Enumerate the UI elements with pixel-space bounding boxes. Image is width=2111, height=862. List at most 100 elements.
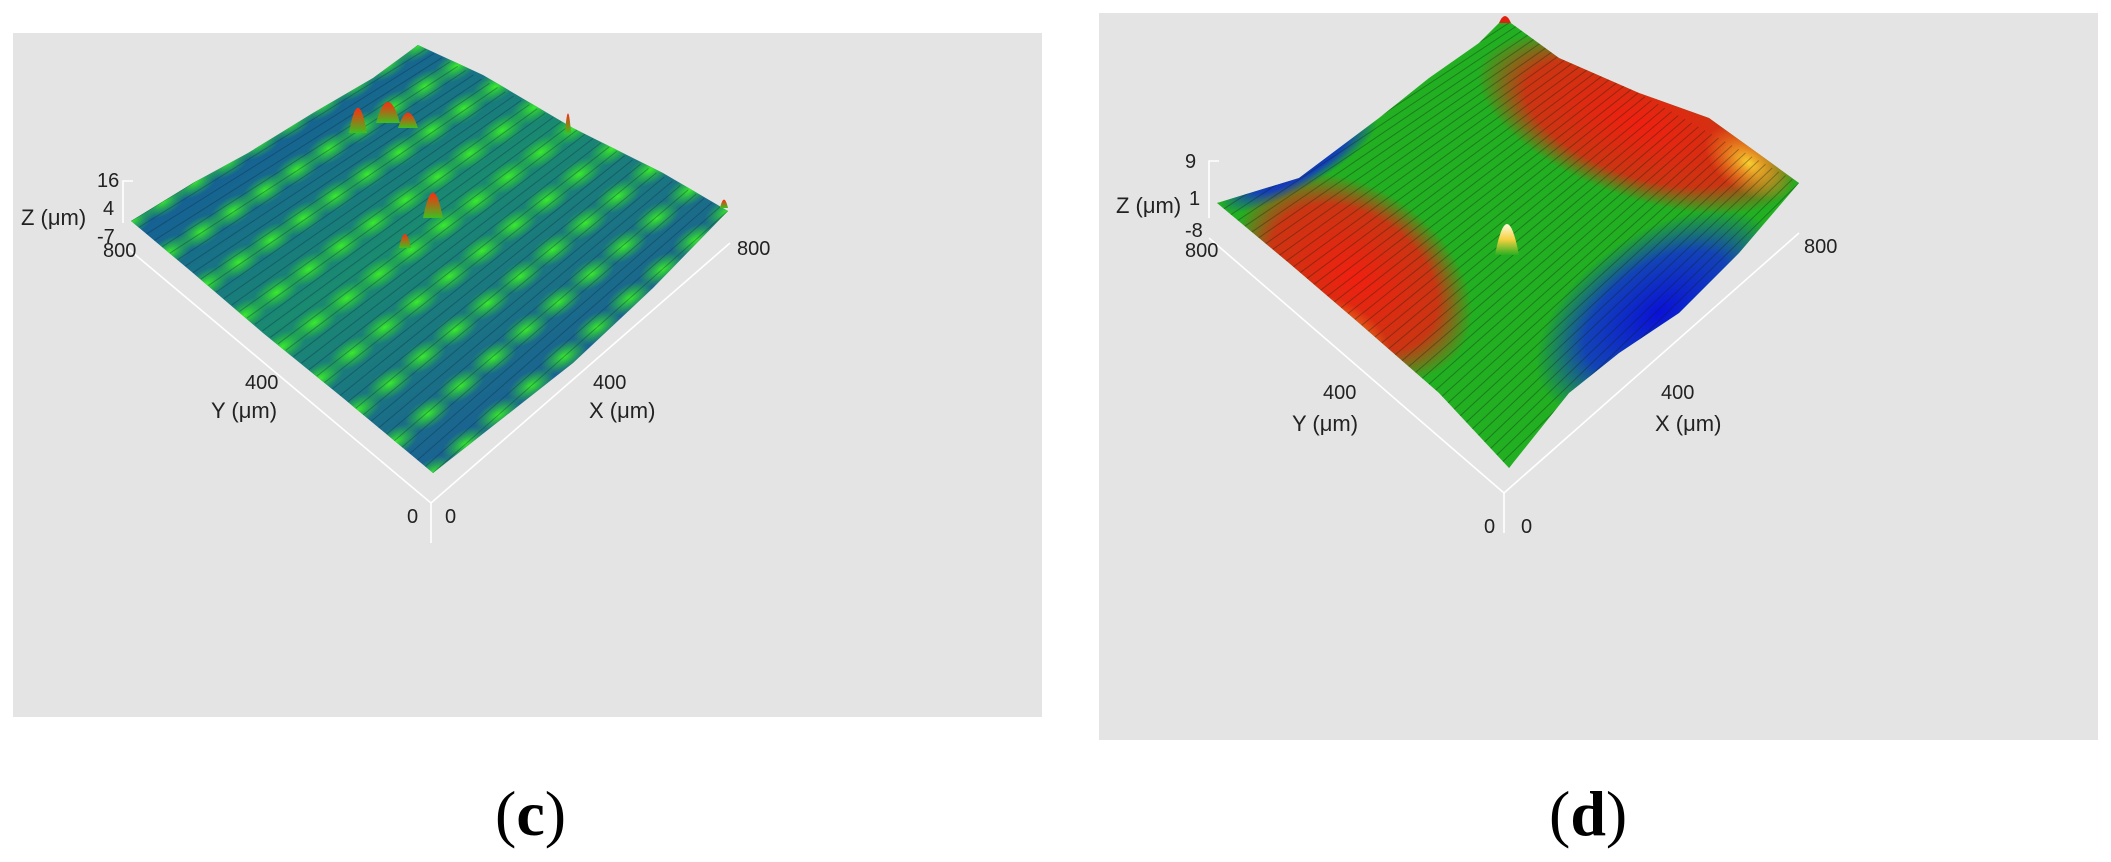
surface-ridge-line-d [1435,141,1726,403]
surface-ridge-line-c [270,121,562,338]
surface-ridge-line-c [324,151,618,383]
z-tick-label-top-d: 9 [1185,151,1196,173]
x-axis-line-d [1503,232,1800,494]
surface-ridge-line-c [331,155,626,390]
surface-ridge-line-c [262,116,554,332]
x-tick-label-min-c: 0 [445,506,456,528]
surface-ridge-line-c [362,172,657,416]
surface-ridge-line-d [1243,32,1532,228]
surface-spike-c [349,107,367,133]
z-tick-label-bottom-c: -7 [97,226,115,248]
surface-ridge-line-d [1415,130,1706,385]
surface-ridge-line-c [138,48,427,228]
surface-ridge-line-c [184,74,474,267]
surface-ridge-line-c [246,108,538,319]
y-tick-label-min-c: 0 [407,506,418,528]
surface-plot-d: 9 1 -8 800 400 0 0 400 800 Z (μm) Y (μm)… [1099,13,2098,740]
surface-ridge-line-d [1329,81,1619,306]
surface-ridge-line-d [1303,66,1592,282]
surface-ridge-line-c [417,202,713,461]
surface-ridge-line-d [1468,160,1760,433]
surface-ridge-line-d [1283,55,1572,264]
surface-bump-c [633,200,681,236]
surface-plot-c: 16 4 -7 800 400 0 0 400 800 Z (μm) Y (μm… [13,33,1042,717]
surface-bump-c [452,183,500,219]
y-tick-label-mid-c: 400 [245,372,278,394]
surface-ridge-line-c [285,129,578,351]
surface-bump-c [399,338,447,375]
surface-plot-c-canvas: 16 4 -7 800 400 0 0 400 800 Z (μm) Y (μm… [21,45,770,543]
y-tick-label-min-d: 0 [1484,516,1495,538]
y-tick-label-max-c: 800 [103,240,136,262]
surface-bump-c [394,45,442,63]
surface-ridge-line-c [308,142,602,370]
surface-ridge-line-c [386,185,681,435]
x-tick-label-mid-d: 400 [1661,382,1694,404]
x-tick-label-max-d: 800 [1804,236,1837,258]
surface-bump-c [594,178,642,214]
surface-ridge-line-d [1362,100,1652,336]
surface-ridge-line-c [401,193,697,448]
surface-ridge-line-c [355,168,649,409]
surface-ridge-line-c [393,189,689,442]
surface-bump-c [496,258,544,295]
surface-plot-d-canvas: 9 1 -8 800 400 0 0 400 800 Z (μm) Y (μm)… [1116,16,1837,538]
x-axis-label-c: X (μm) [589,398,655,423]
surface-ridge-line-d [1429,137,1719,397]
surface-bump-c [484,158,532,195]
surface-ridge-line-c [301,138,594,364]
surface-ridge-line-c [200,82,490,280]
surface-ridge-line-c [316,146,610,377]
x-tick-label-max-c: 800 [737,238,770,260]
surface-ridge-line-c [169,65,458,254]
surface-ridge-line-d [1349,92,1639,324]
surface-bump-c [600,228,648,264]
surface-bump-c [393,284,441,320]
surface-bump-c [464,285,512,321]
surface-peaks-c [349,102,728,248]
surface-ridge-line-d [1495,175,1786,457]
surface-spike-c [376,102,400,123]
y-tick-label-mid-d: 400 [1323,382,1356,404]
surface-bump-c [366,365,414,402]
surface-ridge-line-d [1382,111,1672,354]
z-axis-line-d [1208,160,1219,218]
y-axis-line-d [1208,237,1505,494]
y-tick-label-max-d: 800 [1185,240,1218,262]
surface-ridge-line-d [1402,122,1693,372]
surface-bump-c [517,134,565,171]
surface-ridge-line-c [153,57,443,241]
surface-spike-c [398,112,418,128]
surface-ridge-line-c [339,159,633,396]
surface-ridge-line-c [146,53,435,235]
surface-ridge-line-d [1269,47,1558,252]
surface-ridge-line-d [1342,88,1632,318]
surface-ridge-line-d [1249,36,1538,234]
surface-ridge-line-c [277,125,570,345]
surface-ridge-line-c [409,197,705,454]
z-axis-label-d: Z (μm) [1116,193,1181,218]
surface-bump-c [523,182,571,218]
surface-ridge-line-d [1409,126,1699,379]
surface-ridge-line-d [1502,178,1793,463]
x-tick-label-mid-c: 400 [593,372,626,394]
surface-ridge-line-d [1336,85,1626,312]
surface-spike-c [565,113,571,133]
surface-ridge-line-d [1375,107,1666,348]
surface-spike-d [1499,16,1511,23]
z-tick-label-top-c: 16 [97,170,119,192]
surface-bump-c [404,395,452,432]
surface-bump-c [431,312,479,348]
x-tick-label-min-d: 0 [1521,516,1532,538]
surface-ridge-line-c [208,87,498,287]
panel-caption-letter-d: d [1570,778,1606,849]
surface-bump-c [490,207,538,244]
x-axis-line-c [430,242,731,504]
surface-ridge-line-d [1263,43,1552,246]
surface-ridge-line-d [1448,148,1740,415]
surface-ridge-line-d [1322,77,1612,300]
surface-bump-c [529,231,577,268]
surface-ridge-line-d [1316,73,1605,294]
surface-ridge-line-d [1236,28,1525,222]
z-tick-label-mid-c: 4 [103,198,114,220]
